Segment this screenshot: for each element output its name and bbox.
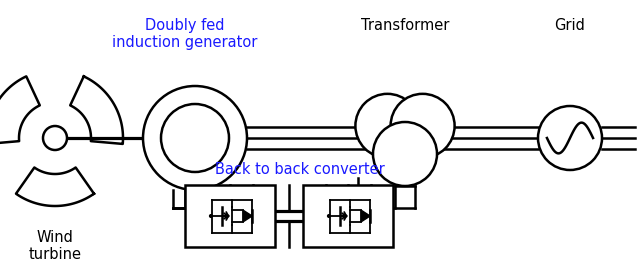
Polygon shape: [70, 76, 123, 144]
Circle shape: [209, 215, 212, 217]
Polygon shape: [0, 76, 40, 144]
Bar: [303, 185, 393, 247]
Circle shape: [161, 104, 229, 172]
Circle shape: [43, 126, 67, 150]
Circle shape: [538, 106, 602, 170]
Circle shape: [355, 94, 419, 158]
Text: Wind
turbine: Wind turbine: [29, 230, 81, 262]
Text: Transformer: Transformer: [361, 18, 449, 33]
Circle shape: [328, 215, 330, 217]
Circle shape: [373, 122, 437, 186]
Circle shape: [390, 94, 454, 158]
Polygon shape: [16, 167, 94, 206]
Bar: [185, 185, 275, 247]
Polygon shape: [361, 210, 370, 222]
Text: Grid: Grid: [555, 18, 586, 33]
Polygon shape: [243, 210, 252, 222]
Text: Back to back converter: Back to back converter: [215, 162, 385, 177]
Text: Doubly fed
induction generator: Doubly fed induction generator: [112, 18, 258, 50]
Circle shape: [143, 86, 247, 190]
